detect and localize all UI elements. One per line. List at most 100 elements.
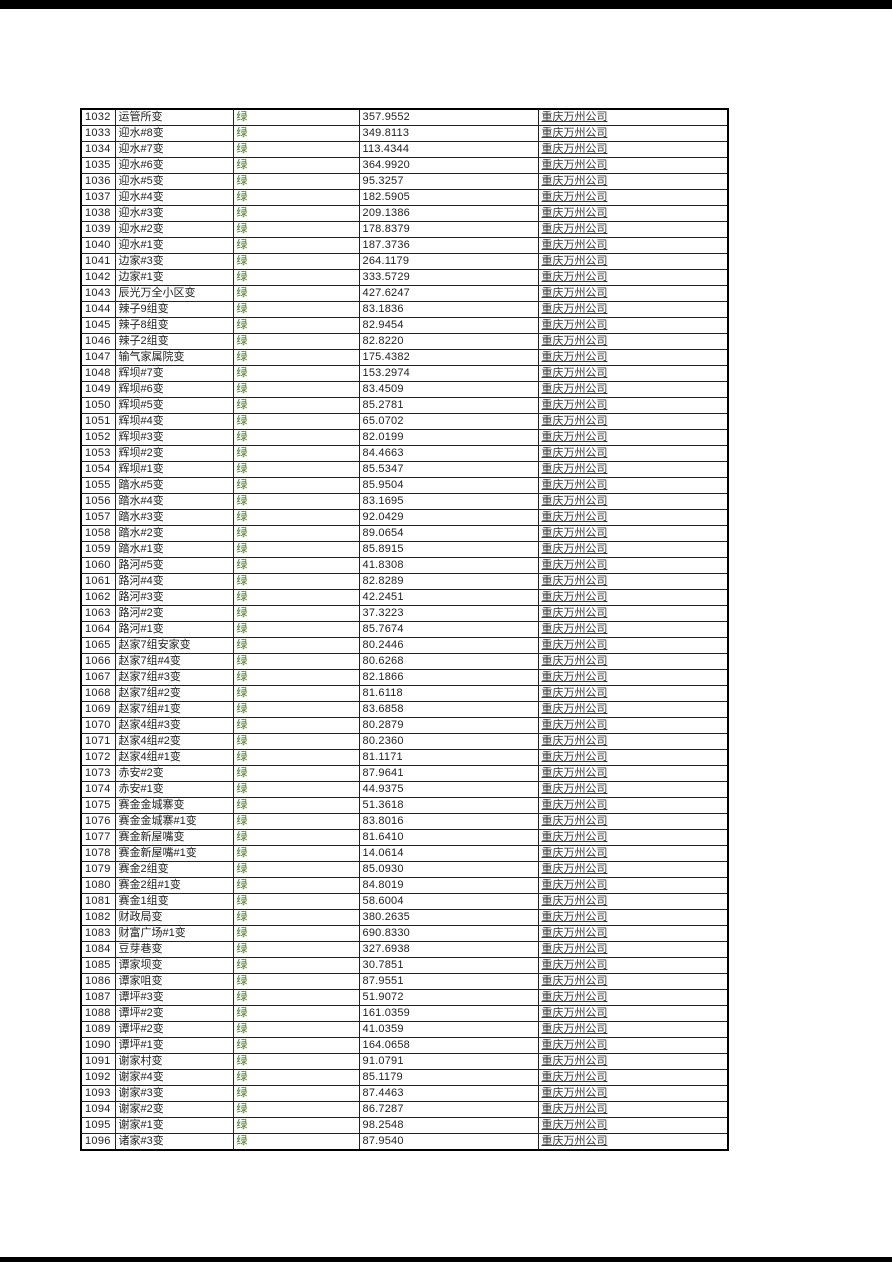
company-link[interactable]: 重庆万州公司 (541, 719, 608, 731)
company-link[interactable]: 重庆万州公司 (541, 783, 608, 795)
cell-status: 绿 (232, 717, 360, 734)
company-link[interactable]: 重庆万州公司 (541, 959, 608, 971)
cell-name: 赵家4组#3变 (114, 717, 234, 734)
company-link[interactable]: 重庆万州公司 (541, 1007, 608, 1019)
company-link[interactable]: 重庆万州公司 (541, 799, 608, 811)
cell-name: 路河#2变 (114, 605, 234, 622)
company-link[interactable]: 重庆万州公司 (541, 383, 608, 395)
cell-status: 绿 (232, 445, 360, 462)
cell-value: 84.8019 (358, 877, 539, 894)
company-link[interactable]: 重庆万州公司 (541, 223, 608, 235)
cell-value: 87.9540 (358, 1133, 539, 1151)
company-link[interactable]: 重庆万州公司 (541, 1039, 608, 1051)
company-link[interactable]: 重庆万州公司 (541, 399, 608, 411)
status-green-label: 绿 (236, 111, 248, 123)
cell-value: 83.6858 (358, 701, 539, 718)
company-link[interactable]: 重庆万州公司 (541, 703, 608, 715)
cell-value: 83.1695 (358, 493, 539, 510)
cell-seq: 1045 (80, 317, 116, 334)
company-link[interactable]: 重庆万州公司 (541, 287, 608, 299)
company-link[interactable]: 重庆万州公司 (541, 847, 608, 859)
company-link[interactable]: 重庆万州公司 (541, 1135, 608, 1147)
company-link[interactable]: 重庆万州公司 (541, 191, 608, 203)
company-link[interactable]: 重庆万州公司 (541, 559, 608, 571)
company-link[interactable]: 重庆万州公司 (541, 303, 608, 315)
cell-value: 427.6247 (358, 285, 539, 302)
cell-seq: 1033 (80, 125, 116, 142)
table-row: 1064 路河#1变绿 85.7674 重庆万州公司 (80, 621, 729, 638)
company-link[interactable]: 重庆万州公司 (541, 271, 608, 283)
cell-seq: 1083 (80, 925, 116, 942)
company-link[interactable]: 重庆万州公司 (541, 911, 608, 923)
table-row: 1088 谭坪#2变绿 161.0359 重庆万州公司 (80, 1005, 729, 1022)
company-link[interactable]: 重庆万州公司 (541, 639, 608, 651)
company-link[interactable]: 重庆万州公司 (541, 927, 608, 939)
company-link[interactable]: 重庆万州公司 (541, 143, 608, 155)
cell-name: 迎水#2变 (114, 221, 234, 238)
cell-company: 重庆万州公司 (537, 445, 729, 462)
company-link[interactable]: 重庆万州公司 (541, 1103, 608, 1115)
company-link[interactable]: 重庆万州公司 (541, 655, 608, 667)
company-link[interactable]: 重庆万州公司 (541, 1071, 608, 1083)
company-link[interactable]: 重庆万州公司 (541, 447, 608, 459)
company-link[interactable]: 重庆万州公司 (541, 767, 608, 779)
company-link[interactable]: 重庆万州公司 (541, 975, 608, 987)
company-link[interactable]: 重庆万州公司 (541, 735, 608, 747)
company-link[interactable]: 重庆万州公司 (541, 463, 608, 475)
company-link[interactable]: 重庆万州公司 (541, 351, 608, 363)
cell-name: 辉坝#5变 (114, 397, 234, 414)
company-link[interactable]: 重庆万州公司 (541, 1087, 608, 1099)
cell-status: 绿 (232, 813, 360, 830)
cell-value: 164.0658 (358, 1037, 539, 1054)
cell-value: 161.0359 (358, 1005, 539, 1022)
company-link[interactable]: 重庆万州公司 (541, 591, 608, 603)
company-link[interactable]: 重庆万州公司 (541, 415, 608, 427)
company-link[interactable]: 重庆万州公司 (541, 879, 608, 891)
company-link[interactable]: 重庆万州公司 (541, 607, 608, 619)
company-link[interactable]: 重庆万州公司 (541, 319, 608, 331)
company-link[interactable]: 重庆万州公司 (541, 1023, 608, 1035)
company-link[interactable]: 重庆万州公司 (541, 991, 608, 1003)
company-link[interactable]: 重庆万州公司 (541, 479, 608, 491)
cell-value: 83.4509 (358, 381, 539, 398)
company-link[interactable]: 重庆万州公司 (541, 159, 608, 171)
company-link[interactable]: 重庆万州公司 (541, 575, 608, 587)
company-link[interactable]: 重庆万州公司 (541, 431, 608, 443)
company-link[interactable]: 重庆万州公司 (541, 671, 608, 683)
company-link[interactable]: 重庆万州公司 (541, 367, 608, 379)
cell-name: 谭家咀变 (114, 973, 234, 990)
table-row: 1062 路河#3变绿 42.2451 重庆万州公司 (80, 589, 729, 606)
company-link[interactable]: 重庆万州公司 (541, 207, 608, 219)
company-link[interactable]: 重庆万州公司 (541, 175, 608, 187)
company-link[interactable]: 重庆万州公司 (541, 543, 608, 555)
cell-company: 重庆万州公司 (537, 749, 729, 766)
company-link[interactable]: 重庆万州公司 (541, 623, 608, 635)
company-link[interactable]: 重庆万州公司 (541, 863, 608, 875)
cell-value: 91.0791 (358, 1053, 539, 1070)
company-link[interactable]: 重庆万州公司 (541, 751, 608, 763)
cell-status: 绿 (232, 253, 360, 270)
company-link[interactable]: 重庆万州公司 (541, 1119, 608, 1131)
company-link[interactable]: 重庆万州公司 (541, 815, 608, 827)
company-link[interactable]: 重庆万州公司 (541, 1055, 608, 1067)
cell-company: 重庆万州公司 (537, 269, 729, 286)
company-link[interactable]: 重庆万州公司 (541, 527, 608, 539)
company-link[interactable]: 重庆万州公司 (541, 895, 608, 907)
cell-value: 82.9454 (358, 317, 539, 334)
company-link[interactable]: 重庆万州公司 (541, 239, 608, 251)
company-link[interactable]: 重庆万州公司 (541, 335, 608, 347)
company-link[interactable]: 重庆万州公司 (541, 111, 608, 123)
company-link[interactable]: 重庆万州公司 (541, 127, 608, 139)
company-link[interactable]: 重庆万州公司 (541, 831, 608, 843)
company-link[interactable]: 重庆万州公司 (541, 511, 608, 523)
status-green-label: 绿 (236, 703, 248, 715)
company-link[interactable]: 重庆万州公司 (541, 495, 608, 507)
cell-name: 谢家#3变 (114, 1085, 234, 1102)
company-link[interactable]: 重庆万州公司 (541, 255, 608, 267)
status-green-label: 绿 (236, 1087, 248, 1099)
status-green-label: 绿 (236, 127, 248, 139)
company-link[interactable]: 重庆万州公司 (541, 943, 608, 955)
company-link[interactable]: 重庆万州公司 (541, 687, 608, 699)
cell-seq: 1066 (80, 653, 116, 670)
